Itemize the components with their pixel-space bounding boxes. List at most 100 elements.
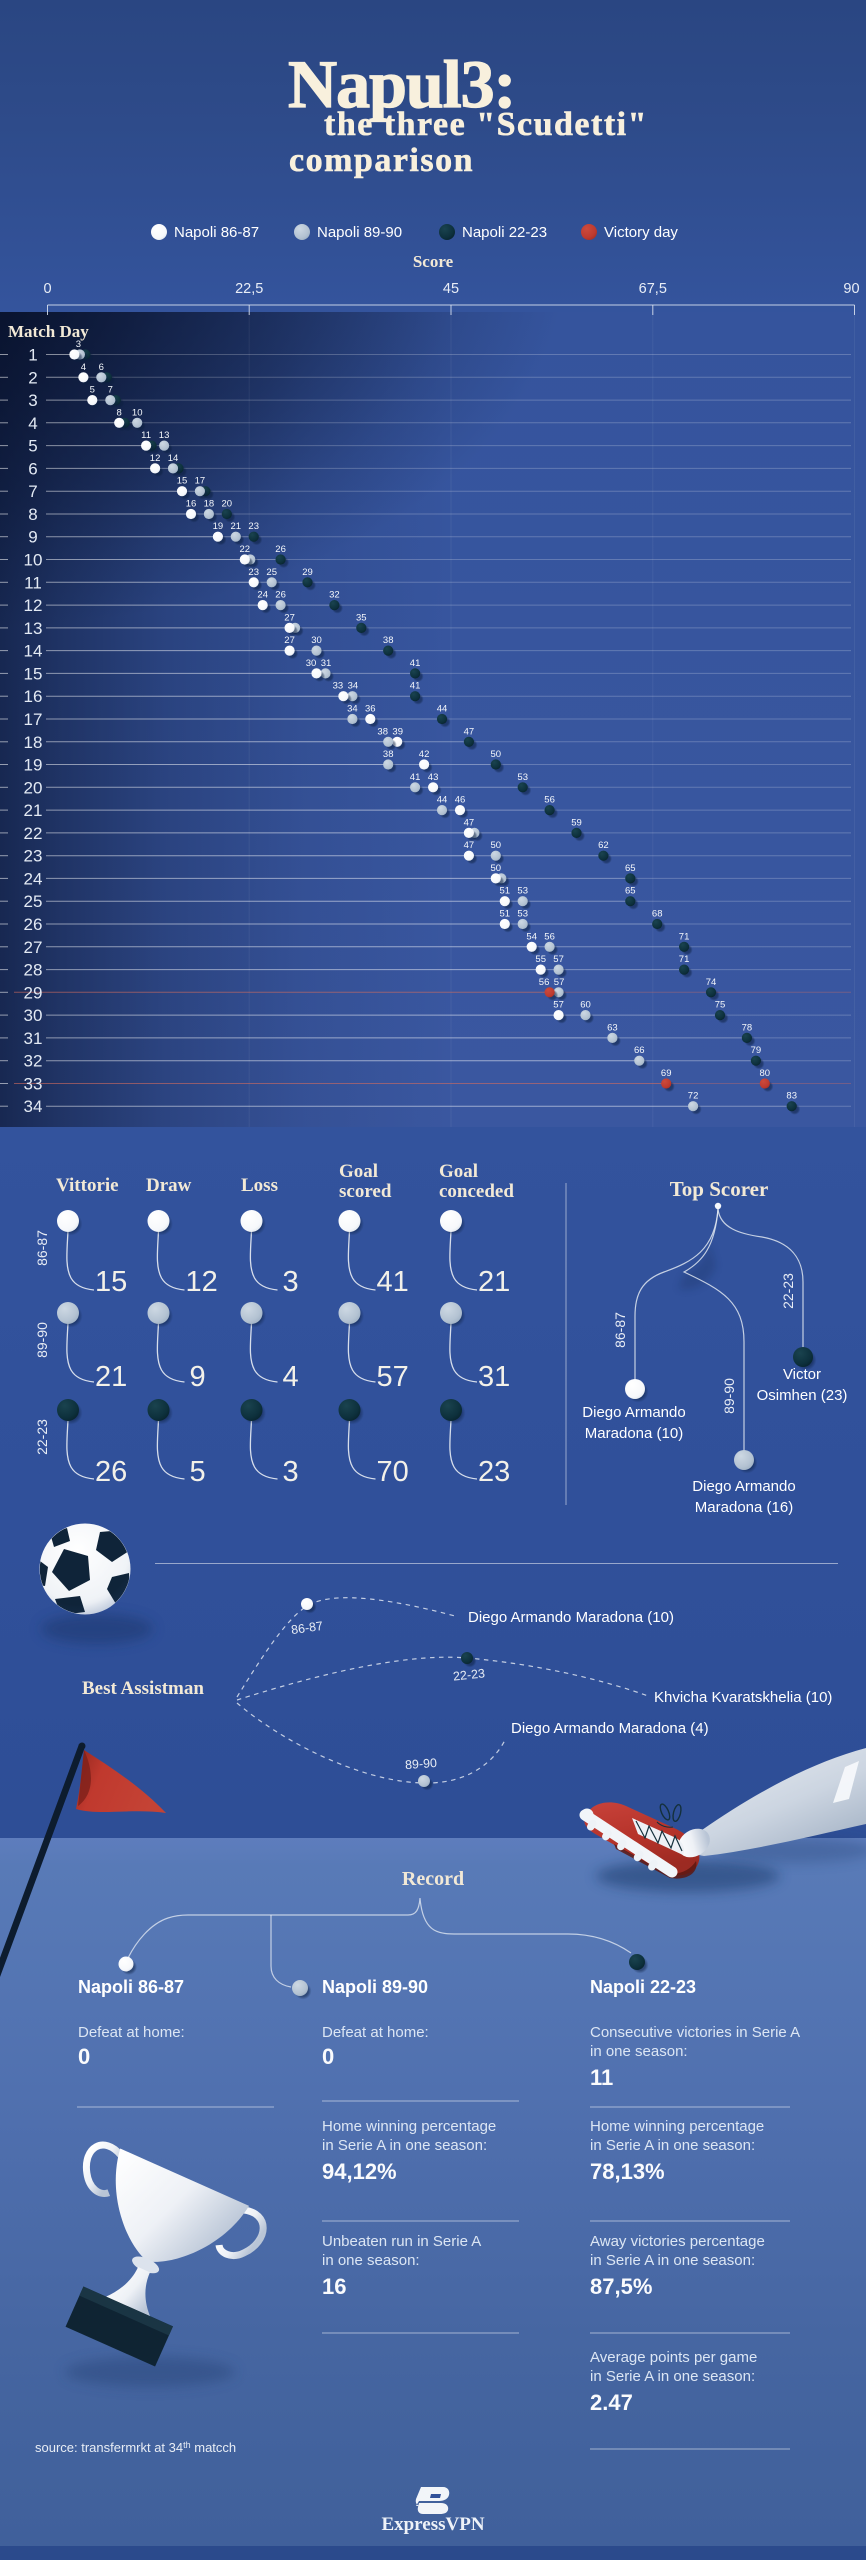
svg-text:27: 27 (284, 635, 295, 646)
svg-text:59: 59 (571, 817, 582, 828)
svg-text:33: 33 (24, 1075, 43, 1094)
svg-text:53: 53 (517, 886, 528, 897)
svg-text:3: 3 (76, 339, 81, 350)
svg-text:74: 74 (706, 977, 717, 988)
svg-text:22,5: 22,5 (235, 281, 263, 297)
svg-text:18: 18 (24, 733, 43, 752)
svg-text:22: 22 (240, 544, 251, 555)
svg-text:44: 44 (437, 704, 448, 715)
svg-text:33: 33 (333, 681, 344, 692)
svg-text:6: 6 (99, 362, 104, 373)
svg-text:65: 65 (625, 863, 636, 874)
svg-text:26: 26 (275, 590, 286, 601)
svg-text:53: 53 (517, 772, 528, 783)
svg-text:4: 4 (81, 362, 86, 373)
svg-text:66: 66 (634, 1045, 645, 1056)
svg-text:30: 30 (24, 1006, 43, 1025)
svg-text:27: 27 (24, 938, 43, 957)
svg-text:57: 57 (553, 1000, 564, 1011)
svg-text:20: 20 (24, 778, 43, 797)
svg-text:69: 69 (661, 1068, 672, 1079)
svg-text:13: 13 (159, 430, 170, 441)
svg-text:34: 34 (348, 681, 359, 692)
svg-text:71: 71 (679, 931, 690, 942)
svg-text:83: 83 (786, 1091, 797, 1102)
svg-text:14: 14 (24, 642, 43, 661)
svg-text:57: 57 (554, 977, 565, 988)
svg-text:47: 47 (464, 817, 475, 828)
svg-text:79: 79 (751, 1045, 762, 1056)
svg-text:51: 51 (500, 909, 511, 920)
svg-text:55: 55 (535, 954, 546, 965)
svg-text:14: 14 (168, 453, 179, 464)
svg-text:41: 41 (410, 658, 421, 669)
svg-text:53: 53 (517, 909, 528, 920)
svg-text:47: 47 (464, 840, 475, 851)
svg-text:90: 90 (843, 281, 859, 297)
svg-text:26: 26 (24, 915, 43, 934)
svg-text:57: 57 (553, 954, 564, 965)
svg-text:21: 21 (24, 801, 43, 820)
svg-text:80: 80 (760, 1068, 771, 1079)
svg-text:5: 5 (90, 385, 95, 396)
svg-text:31: 31 (24, 1029, 43, 1048)
svg-text:45: 45 (443, 281, 459, 297)
svg-text:6: 6 (28, 459, 37, 478)
svg-text:56: 56 (539, 977, 550, 988)
svg-text:44: 44 (437, 795, 448, 806)
svg-text:50: 50 (491, 749, 502, 760)
svg-text:15: 15 (24, 664, 43, 683)
svg-text:17: 17 (195, 476, 206, 487)
svg-text:54: 54 (526, 931, 537, 942)
svg-text:39: 39 (392, 726, 403, 737)
svg-text:75: 75 (715, 1000, 726, 1011)
svg-text:27: 27 (284, 612, 295, 623)
svg-text:8: 8 (28, 505, 37, 524)
svg-text:11: 11 (141, 430, 151, 441)
svg-text:23: 23 (248, 521, 259, 532)
svg-text:7: 7 (108, 385, 113, 396)
svg-text:68: 68 (652, 909, 663, 920)
svg-text:8: 8 (117, 407, 122, 418)
svg-text:11: 11 (24, 573, 42, 592)
svg-text:24: 24 (257, 590, 268, 601)
svg-text:7: 7 (28, 482, 37, 501)
svg-text:67,5: 67,5 (639, 281, 667, 297)
svg-text:47: 47 (464, 726, 475, 737)
svg-text:46: 46 (455, 795, 466, 806)
svg-text:72: 72 (688, 1091, 699, 1102)
svg-text:16: 16 (24, 687, 43, 706)
svg-text:50: 50 (491, 840, 502, 851)
svg-text:41: 41 (410, 772, 421, 783)
svg-text:23: 23 (248, 567, 259, 578)
svg-text:25: 25 (266, 567, 277, 578)
svg-text:50: 50 (491, 863, 502, 874)
svg-text:29: 29 (302, 567, 313, 578)
svg-text:30: 30 (311, 635, 322, 646)
svg-text:24: 24 (24, 869, 43, 888)
svg-text:22: 22 (24, 824, 43, 843)
svg-text:56: 56 (544, 795, 555, 806)
svg-text:51: 51 (500, 886, 511, 897)
svg-text:60: 60 (580, 1000, 591, 1011)
svg-text:41: 41 (410, 681, 421, 692)
svg-text:62: 62 (598, 840, 609, 851)
svg-text:30: 30 (306, 658, 317, 669)
svg-text:21: 21 (231, 521, 242, 532)
svg-text:17: 17 (24, 710, 43, 729)
svg-text:20: 20 (222, 499, 233, 510)
svg-text:31: 31 (321, 658, 332, 669)
svg-text:5: 5 (28, 437, 37, 456)
svg-text:28: 28 (24, 961, 43, 980)
svg-text:10: 10 (132, 407, 143, 418)
svg-text:25: 25 (24, 892, 43, 911)
svg-text:9: 9 (28, 528, 37, 547)
svg-text:4: 4 (28, 414, 37, 433)
svg-text:10: 10 (24, 551, 43, 570)
svg-text:18: 18 (204, 499, 215, 510)
svg-text:32: 32 (329, 590, 340, 601)
svg-text:78: 78 (742, 1022, 753, 1033)
svg-text:34: 34 (347, 704, 358, 715)
svg-text:71: 71 (679, 954, 690, 965)
svg-text:63: 63 (607, 1022, 618, 1033)
